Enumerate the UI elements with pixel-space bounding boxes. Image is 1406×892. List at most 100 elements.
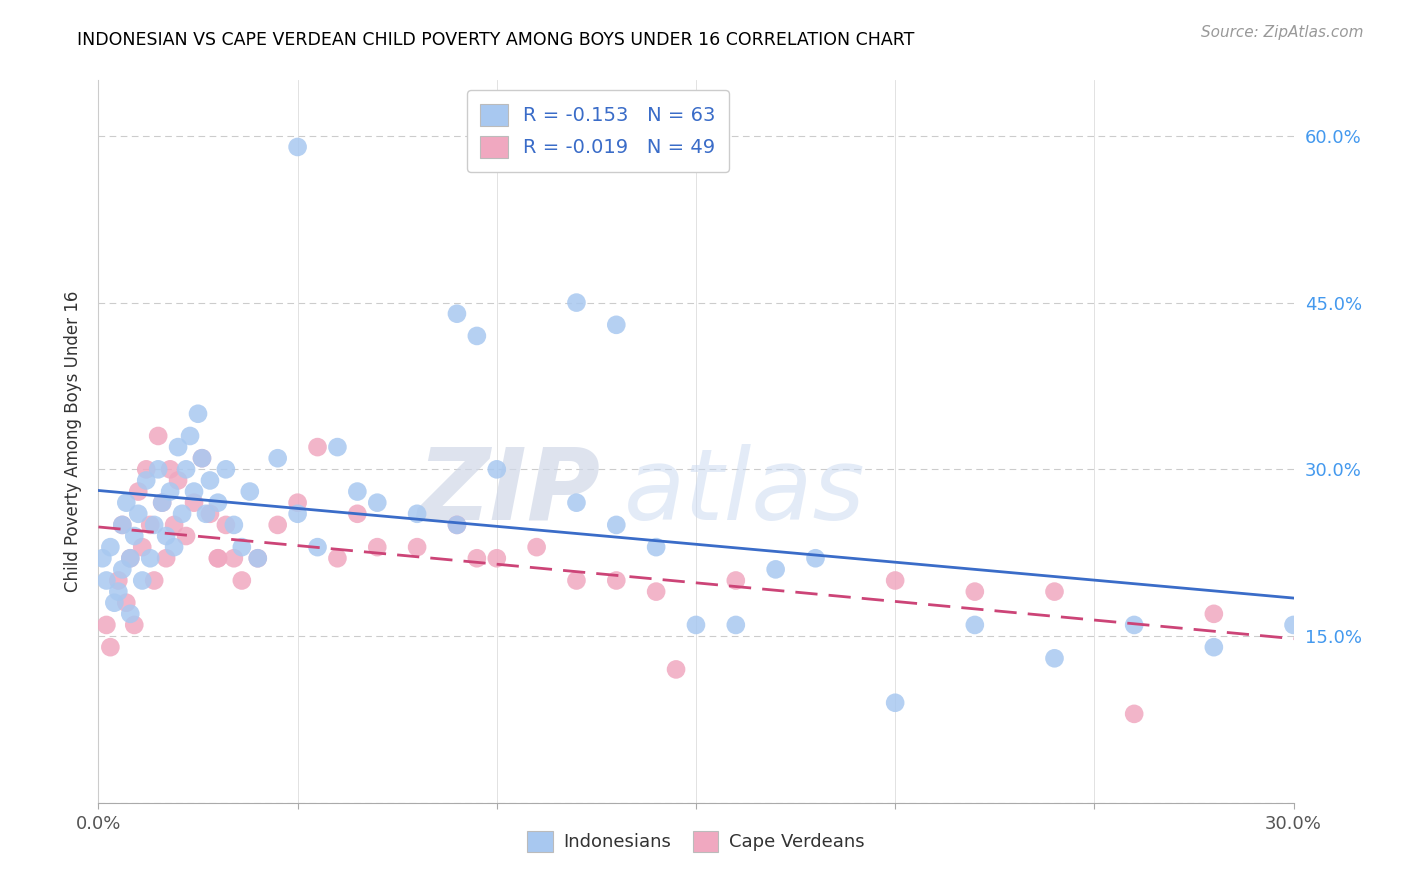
Point <box>406 540 429 554</box>
Point <box>366 540 388 554</box>
Point <box>724 618 747 632</box>
Point <box>724 574 747 588</box>
Point <box>155 529 177 543</box>
Point <box>565 496 588 510</box>
Point <box>131 540 153 554</box>
Point <box>96 574 118 588</box>
Point <box>135 474 157 488</box>
Point <box>174 462 197 476</box>
Point <box>287 496 309 510</box>
Point <box>120 551 142 566</box>
Point <box>163 540 186 554</box>
Point <box>124 618 146 632</box>
Point <box>605 517 627 532</box>
Point <box>179 429 201 443</box>
Point <box>167 474 190 488</box>
Point <box>406 507 429 521</box>
Point <box>120 551 142 566</box>
Point <box>131 574 153 588</box>
Point <box>159 462 181 476</box>
Point <box>963 584 986 599</box>
Point <box>127 484 149 499</box>
Point <box>103 596 125 610</box>
Point <box>346 484 368 499</box>
Point <box>1123 618 1146 632</box>
Point <box>231 574 253 588</box>
Point <box>231 540 253 554</box>
Point <box>307 540 329 554</box>
Point <box>207 551 229 566</box>
Point <box>172 507 194 521</box>
Point <box>465 329 488 343</box>
Point <box>195 507 218 521</box>
Point <box>107 584 129 599</box>
Point <box>485 462 508 476</box>
Point <box>207 551 229 566</box>
Point <box>155 551 177 566</box>
Point <box>135 462 157 476</box>
Point <box>366 496 388 510</box>
Text: INDONESIAN VS CAPE VERDEAN CHILD POVERTY AMONG BOYS UNDER 16 CORRELATION CHART: INDONESIAN VS CAPE VERDEAN CHILD POVERTY… <box>77 31 915 49</box>
Point <box>446 307 468 321</box>
Text: ZIP: ZIP <box>418 443 600 541</box>
Point <box>96 618 118 632</box>
Point <box>148 429 170 443</box>
Point <box>183 484 205 499</box>
Point <box>239 484 262 499</box>
Point <box>446 517 468 532</box>
Point <box>465 551 488 566</box>
Point <box>91 551 114 566</box>
Point <box>98 540 122 554</box>
Point <box>884 574 907 588</box>
Point <box>143 574 166 588</box>
Point <box>1043 651 1066 665</box>
Point <box>645 540 668 554</box>
Text: atlas: atlas <box>624 443 866 541</box>
Point <box>183 496 205 510</box>
Point <box>765 562 787 576</box>
Point <box>174 529 197 543</box>
Point <box>120 607 142 621</box>
Point <box>287 140 309 154</box>
Point <box>207 496 229 510</box>
Point <box>326 551 349 566</box>
Point <box>124 529 146 543</box>
Point <box>1123 706 1146 721</box>
Point <box>139 517 162 532</box>
Point <box>246 551 269 566</box>
Y-axis label: Child Poverty Among Boys Under 16: Child Poverty Among Boys Under 16 <box>65 291 83 592</box>
Legend: Indonesians, Cape Verdeans: Indonesians, Cape Verdeans <box>520 823 872 859</box>
Point <box>963 618 986 632</box>
Point <box>685 618 707 632</box>
Point <box>215 462 238 476</box>
Point <box>526 540 548 554</box>
Point <box>267 451 290 466</box>
Point <box>115 496 138 510</box>
Point <box>187 407 209 421</box>
Point <box>143 517 166 532</box>
Point <box>804 551 827 566</box>
Point <box>148 462 170 476</box>
Point <box>222 517 245 532</box>
Point <box>115 596 138 610</box>
Point <box>167 440 190 454</box>
Point <box>139 551 162 566</box>
Point <box>326 440 349 454</box>
Point <box>215 517 238 532</box>
Point <box>605 574 627 588</box>
Point <box>884 696 907 710</box>
Point <box>665 662 688 676</box>
Point <box>191 451 214 466</box>
Point <box>1202 640 1225 655</box>
Point <box>111 517 134 532</box>
Point <box>246 551 269 566</box>
Point <box>446 517 468 532</box>
Text: Source: ZipAtlas.com: Source: ZipAtlas.com <box>1201 25 1364 40</box>
Point <box>198 474 221 488</box>
Point <box>267 517 290 532</box>
Point <box>111 517 134 532</box>
Point <box>485 551 508 566</box>
Point <box>1282 618 1305 632</box>
Point <box>565 574 588 588</box>
Point <box>111 562 134 576</box>
